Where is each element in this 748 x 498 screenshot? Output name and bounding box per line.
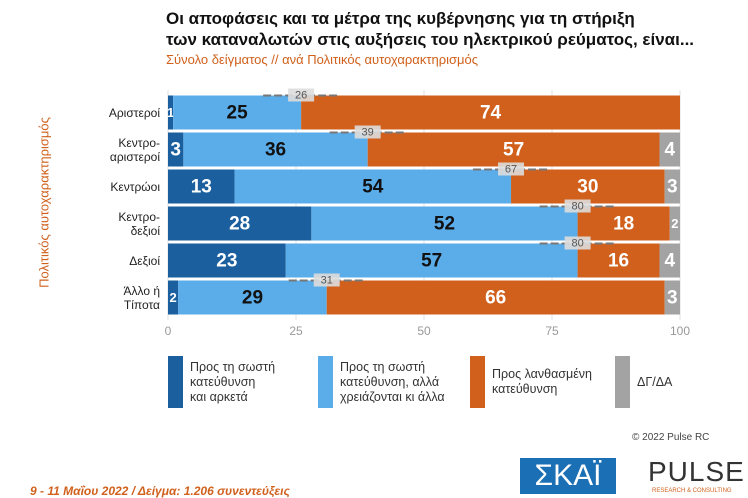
data-label: 23 <box>216 251 237 272</box>
data-label: 25 <box>227 103 249 124</box>
data-label: 74 <box>480 103 502 124</box>
bar-segment <box>511 169 665 204</box>
legend-swatch <box>318 356 333 408</box>
bar-segment <box>178 280 327 315</box>
data-label: 52 <box>434 214 455 235</box>
x-tick-label: 75 <box>545 324 559 338</box>
bar-segment <box>168 280 179 315</box>
total-label: 67 <box>505 163 517 175</box>
chart-title: Οι αποφάσεις και τα μέτρα της κυβέρνησης… <box>166 9 695 49</box>
subtitle: Σύνολο δείγματος // ανά Πολιτικός αυτοχα… <box>166 52 478 67</box>
y-axis-label: Πολιτικός αυτοχαρακτηρισμός <box>36 117 52 288</box>
x-tick-label: 50 <box>417 324 431 338</box>
bar-segment <box>168 243 286 278</box>
data-label: 57 <box>421 251 442 272</box>
data-label: 28 <box>229 214 250 235</box>
data-label: 30 <box>577 177 598 198</box>
x-tick-label: 100 <box>670 324 690 338</box>
legend-label: ΔΓ/ΔΑ <box>637 374 673 389</box>
bar-segment <box>168 132 184 167</box>
legend-label: Προς λανθασμένη κατεύθυνση <box>492 367 592 396</box>
total-box <box>288 88 315 102</box>
y-tick-label: Άλλο ή Τίποτα <box>123 283 160 312</box>
bar-segment <box>367 132 660 167</box>
data-label: 54 <box>362 177 384 198</box>
bar-segment <box>301 95 680 130</box>
total-box <box>498 162 525 176</box>
data-label: 3 <box>170 140 181 161</box>
legend-label: Προς τη σωστή κατεύθυνση και αρκετά <box>190 359 276 404</box>
x-tick-label: 0 <box>165 324 172 338</box>
y-tick-label: Κεντρώοι <box>110 179 160 194</box>
copyright: © 2022 Pulse RC <box>632 432 710 443</box>
data-label: 4 <box>664 140 675 161</box>
data-label: 57 <box>503 140 524 161</box>
bar-segment <box>173 95 302 130</box>
bar-segment <box>168 169 235 204</box>
total-box <box>564 236 591 250</box>
total-label: 80 <box>571 237 583 249</box>
bar-segment <box>659 243 680 278</box>
data-label: 66 <box>485 288 506 309</box>
total-label: 39 <box>362 126 374 138</box>
total-label: 80 <box>571 200 583 212</box>
logo-right: PULSE <box>648 456 745 487</box>
data-label: 1 <box>167 105 174 120</box>
data-label: 3 <box>667 288 678 309</box>
data-label: 3 <box>667 177 678 198</box>
legend-label: Προς τη σωστή κατεύθυνση, αλλά χρειάζοντ… <box>340 359 445 404</box>
data-label: 36 <box>265 140 286 161</box>
footer: 9 - 11 Μαΐου 2022 / Δείγμα: 1.206 συνεντ… <box>30 484 290 498</box>
bar-segment <box>664 169 680 204</box>
data-label: 2 <box>671 216 678 231</box>
bar-segment <box>659 132 680 167</box>
total-box <box>313 273 340 287</box>
bar-segment <box>183 132 368 167</box>
data-label: 13 <box>191 177 212 198</box>
total-box <box>354 125 381 139</box>
bar-segment <box>285 243 578 278</box>
x-tick-label: 25 <box>289 324 303 338</box>
bar-segment <box>234 169 512 204</box>
logo-right-sub: RESEARCH & CONSULTING <box>652 488 732 494</box>
legend-swatch <box>615 356 630 408</box>
total-label: 26 <box>295 89 307 101</box>
y-tick-label: Κεντρο- αριστεροί <box>109 135 160 164</box>
legend-swatch <box>168 356 183 408</box>
bar-segment <box>168 95 174 130</box>
bar-segment <box>168 206 312 241</box>
bar-segment <box>669 206 680 241</box>
total-label: 31 <box>321 274 333 286</box>
y-tick-label: Κεντρο- δεξιοί <box>118 209 160 238</box>
data-label: 4 <box>664 251 675 272</box>
data-label: 2 <box>170 290 177 305</box>
bar-segment <box>664 280 680 315</box>
logo-left: ΣΚΑΪ <box>520 458 616 494</box>
y-tick-label: Αριστεροί <box>108 105 160 120</box>
data-label: 29 <box>242 288 263 309</box>
bar-segment <box>311 206 578 241</box>
data-label: 18 <box>613 214 634 235</box>
legend-swatch <box>470 356 485 408</box>
bar-segment <box>577 206 670 241</box>
y-tick-label: Δεξιοί <box>129 253 160 268</box>
bar-segment <box>577 243 660 278</box>
bar-segment <box>326 280 665 315</box>
total-box <box>564 199 591 213</box>
data-label: 16 <box>608 251 629 272</box>
